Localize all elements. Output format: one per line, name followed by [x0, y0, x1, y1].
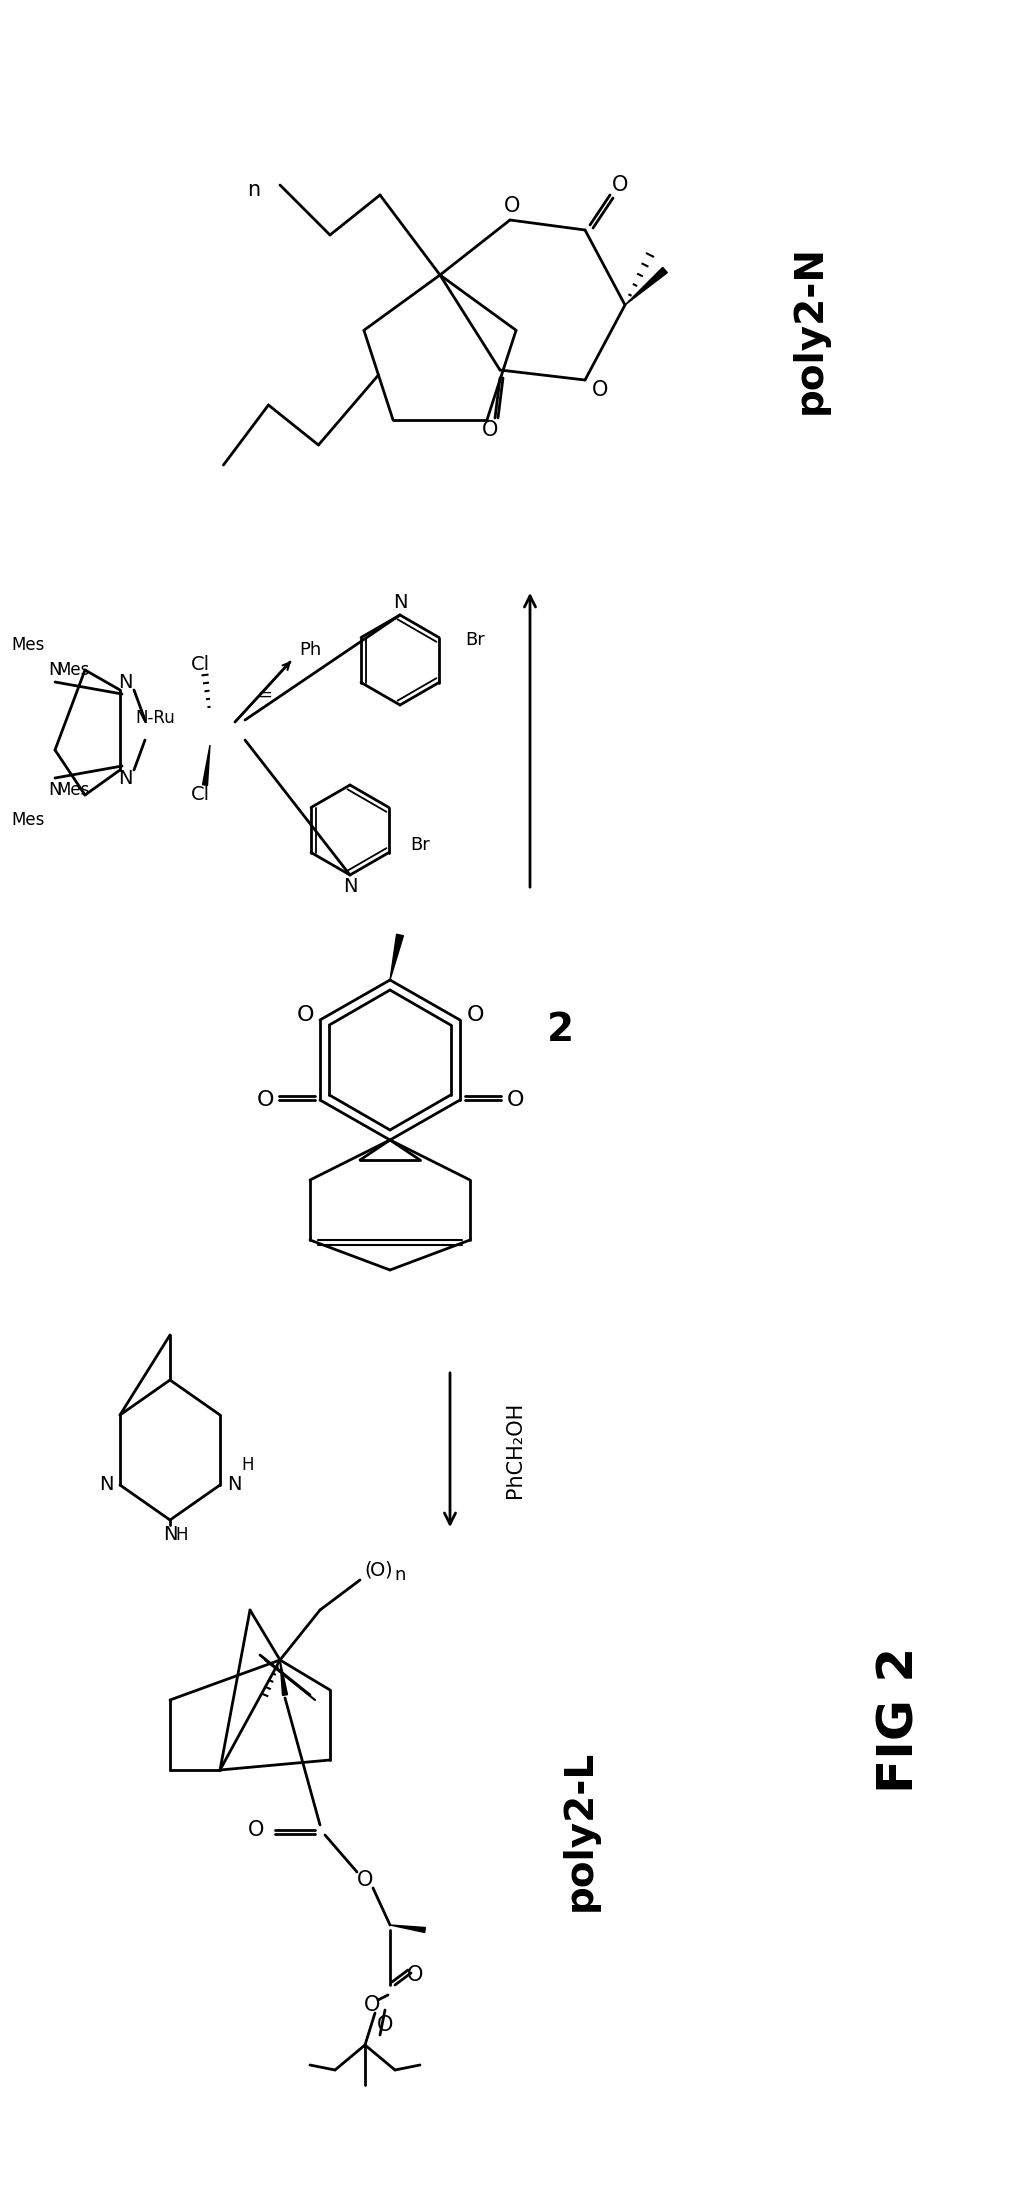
Text: poly2-L: poly2-L — [561, 1749, 599, 1911]
Text: PhCH₂OH: PhCH₂OH — [505, 1402, 525, 1499]
Text: O: O — [370, 1560, 386, 1580]
Text: Cl: Cl — [190, 656, 209, 674]
Polygon shape — [390, 935, 403, 981]
Text: Mes: Mes — [11, 812, 45, 829]
Text: Cl: Cl — [190, 785, 209, 805]
Text: O: O — [466, 1005, 484, 1025]
Text: O: O — [482, 419, 498, 441]
Polygon shape — [202, 746, 210, 785]
Text: N: N — [342, 878, 358, 897]
Text: N-Ru: N-Ru — [135, 709, 175, 726]
Text: N: N — [118, 768, 132, 788]
Text: poly2-N: poly2-N — [791, 246, 829, 415]
Text: O: O — [248, 1821, 264, 1841]
Text: n: n — [394, 1567, 405, 1584]
Text: 2: 2 — [547, 1011, 574, 1049]
Text: Mes: Mes — [57, 660, 90, 678]
Text: N: N — [163, 1525, 177, 1545]
Text: N: N — [227, 1477, 241, 1494]
Text: Mes: Mes — [11, 636, 45, 654]
Polygon shape — [625, 268, 668, 305]
Polygon shape — [280, 1661, 288, 1696]
Text: O: O — [591, 380, 609, 399]
Polygon shape — [390, 1924, 426, 1933]
Text: O: O — [297, 1005, 314, 1025]
Text: O: O — [364, 1994, 380, 2014]
Text: n: n — [247, 180, 260, 200]
Text: =: = — [257, 687, 272, 704]
Text: N: N — [393, 595, 407, 612]
Text: Mes: Mes — [57, 781, 90, 799]
Text: O: O — [377, 2014, 393, 2036]
Text: Ph: Ph — [299, 641, 321, 658]
Text: N: N — [48, 781, 62, 799]
Text: N: N — [118, 674, 132, 691]
Text: ): ) — [384, 1560, 392, 1580]
Text: N: N — [48, 660, 62, 678]
Text: N: N — [99, 1477, 113, 1494]
Text: O: O — [506, 1090, 524, 1110]
Text: O: O — [406, 1966, 424, 1986]
Text: O: O — [357, 1869, 373, 1889]
Text: O: O — [612, 176, 628, 195]
Text: O: O — [504, 195, 520, 215]
Text: H: H — [176, 1527, 188, 1545]
Text: Br: Br — [465, 632, 485, 649]
Text: FIG 2: FIG 2 — [876, 1648, 924, 1792]
Text: Br: Br — [410, 836, 430, 853]
Text: H: H — [242, 1457, 254, 1474]
Text: O: O — [256, 1090, 273, 1110]
Text: (: ( — [365, 1560, 372, 1580]
